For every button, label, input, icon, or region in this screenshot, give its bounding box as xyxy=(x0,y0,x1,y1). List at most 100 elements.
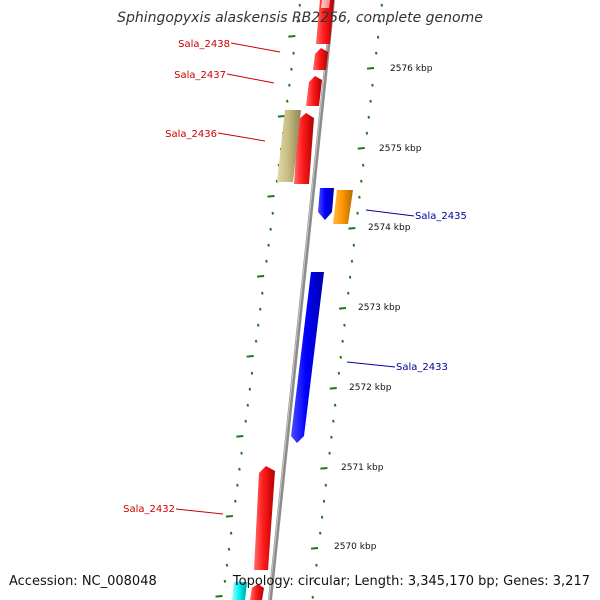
leader-sala-2432 xyxy=(175,508,224,515)
minor-tick xyxy=(320,515,324,519)
major-tick xyxy=(236,435,244,438)
minor-tick xyxy=(256,323,260,327)
minor-tick xyxy=(356,211,359,215)
label-sala-2436: Sala_2436 xyxy=(165,129,217,140)
major-tick xyxy=(366,67,375,70)
inner-tick-ring xyxy=(215,3,302,598)
minor-tick xyxy=(248,387,252,391)
minor-tick xyxy=(332,419,335,423)
genome-summary-text: Topology: circular; Length: 3,345,170 bp… xyxy=(232,574,590,589)
major-tick xyxy=(257,275,265,278)
minor-tick xyxy=(223,579,227,583)
gene-sala-2432 xyxy=(254,466,275,570)
minor-tick xyxy=(367,115,371,119)
minor-tick xyxy=(246,403,250,407)
minor-tick xyxy=(275,179,279,183)
minor-tick xyxy=(371,83,374,87)
gene-sala-2436 xyxy=(294,113,314,184)
minor-tick xyxy=(244,419,247,423)
minor-tick xyxy=(341,339,344,343)
genome-backbone xyxy=(268,0,335,600)
minor-tick xyxy=(374,51,378,55)
minor-tick xyxy=(269,227,272,231)
genome-backbone-highlight xyxy=(268,0,333,600)
accession-text: Accession: NC_008048 xyxy=(9,574,157,589)
minor-tick xyxy=(250,371,254,375)
minor-tick xyxy=(267,243,270,247)
minor-tick xyxy=(333,403,337,407)
leader-sala-2433 xyxy=(346,361,396,368)
minor-tick xyxy=(265,259,268,263)
major-tick xyxy=(277,115,286,118)
minor-tick xyxy=(296,19,299,23)
major-tick xyxy=(267,195,275,198)
label-sala-2433: Sala_2433 xyxy=(396,362,448,373)
gene-olive-feature xyxy=(277,110,301,182)
gene-sala-2433 xyxy=(291,272,324,443)
major-tick xyxy=(338,307,347,310)
leader-sala-2435 xyxy=(365,209,415,217)
kbp-label: 2576 kbp xyxy=(390,64,433,74)
minor-tick xyxy=(350,259,354,263)
leader-sala-2438 xyxy=(230,42,281,53)
label-sala-2438: Sala_2438 xyxy=(178,39,230,50)
minor-tick xyxy=(240,451,243,455)
minor-tick xyxy=(358,195,361,199)
label-sala-2437: Sala_2437 xyxy=(174,70,226,81)
gene-sala-2438 xyxy=(313,48,328,70)
minor-tick xyxy=(254,339,258,343)
major-tick xyxy=(348,227,356,230)
minor-tick xyxy=(322,499,326,503)
minor-tick xyxy=(324,483,328,487)
kbp-label: 2574 kbp xyxy=(368,223,411,233)
minor-tick xyxy=(365,131,369,135)
minor-tick xyxy=(238,467,241,471)
kbp-label: 2575 kbp xyxy=(379,144,422,154)
minor-tick xyxy=(229,531,233,535)
gene-feature-top-pink xyxy=(321,0,330,8)
major-tick xyxy=(310,547,319,550)
minor-tick xyxy=(258,307,262,311)
minor-tick xyxy=(225,563,229,567)
kbp-label: 2573 kbp xyxy=(358,303,401,313)
kbp-label: 2570 kbp xyxy=(334,542,377,552)
minor-tick xyxy=(318,531,322,535)
outer-tick-ring xyxy=(310,3,384,599)
gene-sala-2437 xyxy=(306,76,322,106)
major-tick xyxy=(225,515,234,518)
minor-tick xyxy=(227,547,231,551)
minor-tick xyxy=(288,83,291,87)
minor-tick xyxy=(236,483,239,487)
gene-sala-2435 xyxy=(333,190,353,224)
minor-tick xyxy=(315,563,318,567)
minor-tick xyxy=(330,435,333,439)
minor-tick xyxy=(313,579,316,583)
gene-blue-small xyxy=(318,188,334,220)
major-tick xyxy=(246,355,254,358)
gene-feature-top xyxy=(316,0,334,44)
minor-tick xyxy=(290,67,293,71)
minor-tick xyxy=(361,163,365,167)
major-tick xyxy=(357,147,365,150)
leader-sala-2437 xyxy=(226,73,275,84)
minor-tick xyxy=(343,323,346,327)
minor-tick xyxy=(360,179,363,183)
minor-tick xyxy=(348,275,352,279)
gene-feature-bottom-cyan xyxy=(232,582,247,600)
minor-tick xyxy=(311,595,315,599)
leader-sala-2436 xyxy=(217,132,266,142)
minor-tick xyxy=(337,371,341,375)
minor-tick xyxy=(286,99,289,103)
minor-tick xyxy=(234,499,237,503)
minor-tick xyxy=(271,211,275,215)
major-tick xyxy=(329,387,337,390)
kbp-label: 2572 kbp xyxy=(349,383,392,393)
major-tick xyxy=(320,467,328,470)
minor-tick xyxy=(352,243,356,247)
minor-tick xyxy=(328,451,331,455)
minor-tick xyxy=(298,3,302,7)
minor-tick xyxy=(261,291,264,295)
label-sala-2435: Sala_2435 xyxy=(415,211,467,222)
minor-tick xyxy=(376,35,380,39)
